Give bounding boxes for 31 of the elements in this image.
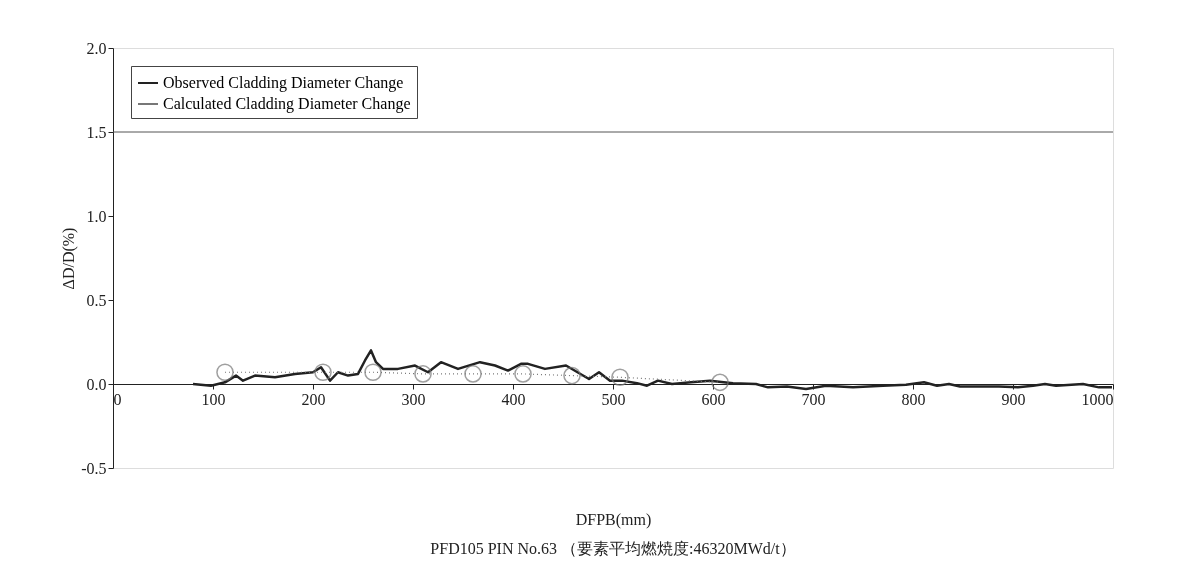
y-tick-label: 0.5	[86, 291, 107, 309]
x-tick-label: 400	[501, 390, 526, 408]
y-axis-title: ΔD/D(%)	[60, 227, 79, 290]
y-tick-label: 2.0	[86, 39, 107, 57]
point	[314, 363, 332, 382]
legend-label: Calculated Cladding Diameter Change	[163, 95, 411, 113]
x-axis-title: DFPB(mm)	[575, 510, 652, 529]
legend-label: Observed Cladding Diameter Change	[163, 74, 404, 92]
point	[414, 365, 432, 383]
point	[364, 363, 382, 382]
y-tick-label: -0.5	[81, 459, 107, 477]
x-tick-label: 1000	[1081, 390, 1114, 408]
point	[611, 368, 629, 387]
point	[563, 366, 581, 385]
x-tick-label: 300	[401, 390, 426, 408]
text: PFD105 PIN No.63 （要素平均燃焼度:46320MWd/t）	[430, 540, 796, 557]
y-tick-label: 1.5	[86, 123, 107, 141]
y-tick-label: 1.0	[86, 207, 107, 225]
x-tick-label: 600	[701, 390, 726, 408]
point	[514, 365, 532, 383]
x-tick-label: 500	[601, 390, 626, 408]
x-tick-label: 900	[1001, 390, 1026, 408]
point	[216, 363, 234, 382]
y-tick-label: 0.0	[86, 375, 107, 393]
x-tick-label: 800	[901, 390, 926, 408]
x-tick-label: 100	[201, 390, 226, 408]
x-tick-label: 700	[801, 390, 826, 408]
x-tick-label: 200	[301, 390, 326, 408]
point	[464, 365, 482, 383]
point	[711, 373, 729, 392]
x-tick-label: 0	[113, 390, 122, 408]
